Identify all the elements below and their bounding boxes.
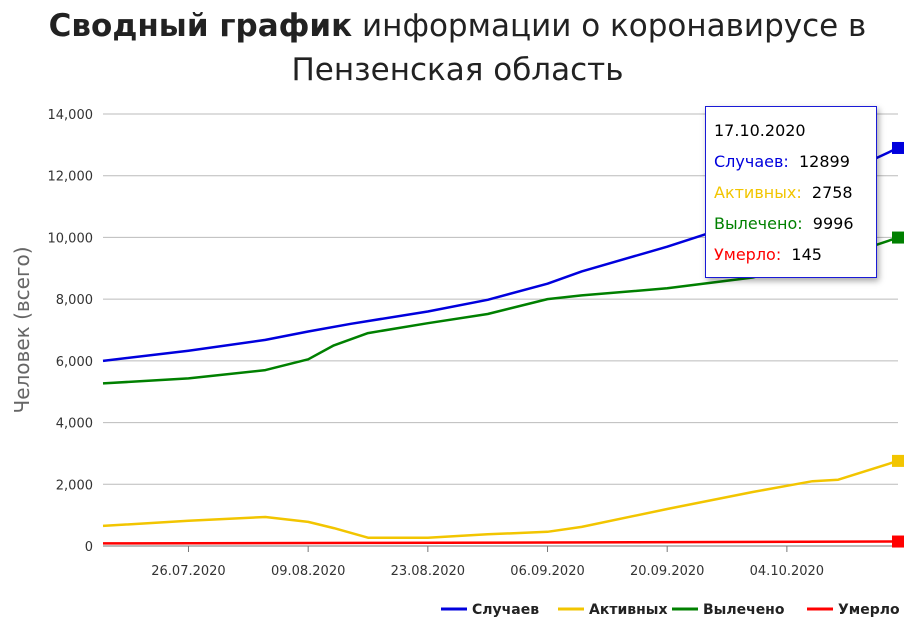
chart-title-rest: информации о коронавирусе в	[362, 8, 867, 44]
x-tick-label: 06.09.2020	[510, 564, 584, 579]
y-tick-label: 6,000	[56, 355, 93, 370]
x-tick-label: 23.08.2020	[391, 564, 465, 579]
series-end-marker-1	[892, 454, 904, 467]
tooltip-deaths-label: Умерло:	[714, 245, 782, 264]
tooltip-recovered-label: Вылечено:	[714, 214, 803, 233]
series-line-3	[102, 540, 899, 545]
series-end-marker-3	[892, 535, 904, 548]
tooltip-cases-label: Случаев:	[714, 152, 789, 171]
tooltip-recovered-value: 9996	[812, 214, 854, 233]
chart-title: Сводный график информации о коронавирусе…	[0, 4, 915, 92]
data-tooltip: 17.10.2020 Случаев: 12899 Активных: 2758…	[705, 106, 877, 278]
tooltip-active-label: Активных:	[714, 183, 802, 202]
tooltip-row-recovered: Вылечено: 9996	[714, 208, 868, 239]
y-tick-label: 8,000	[56, 293, 93, 308]
tooltip-row-cases: Случаев: 12899	[714, 146, 868, 177]
y-tick-label: 4,000	[56, 417, 93, 432]
y-tick-label: 0	[85, 540, 93, 555]
y-tick-label: 10,000	[48, 231, 94, 246]
y-tick-label: 12,000	[48, 170, 94, 185]
y-axis-label: Человек (всего)	[10, 246, 34, 413]
tooltip-deaths-value: 145	[791, 245, 822, 264]
legend-label-2: Вылечено	[703, 602, 785, 618]
series-end-marker-0	[892, 141, 904, 154]
tooltip-cases-value: 12899	[798, 152, 850, 171]
x-tick-label: 04.10.2020	[750, 564, 824, 579]
x-tick-label: 09.08.2020	[271, 564, 345, 579]
tooltip-active-value: 2758	[811, 183, 853, 202]
legend-label-0: Случаев	[472, 602, 539, 618]
legend-label-1: Активных	[589, 602, 667, 618]
tooltip-date: 17.10.2020	[714, 121, 806, 140]
x-tick-label: 26.07.2020	[151, 564, 225, 579]
y-tick-label: 2,000	[56, 478, 93, 493]
legend-label-3: Умерло	[838, 602, 900, 618]
series-line-1	[102, 459, 899, 539]
x-tick-label: 20.09.2020	[630, 564, 704, 579]
chart-title-bold: Сводный график	[48, 8, 353, 44]
y-tick-label: 14,000	[48, 108, 94, 123]
tooltip-row-deaths: Умерло: 145	[714, 239, 868, 270]
tooltip-row-active: Активных: 2758	[714, 177, 868, 208]
chart-title-line2: Пензенская область	[291, 52, 624, 88]
series-end-marker-2	[892, 231, 904, 244]
